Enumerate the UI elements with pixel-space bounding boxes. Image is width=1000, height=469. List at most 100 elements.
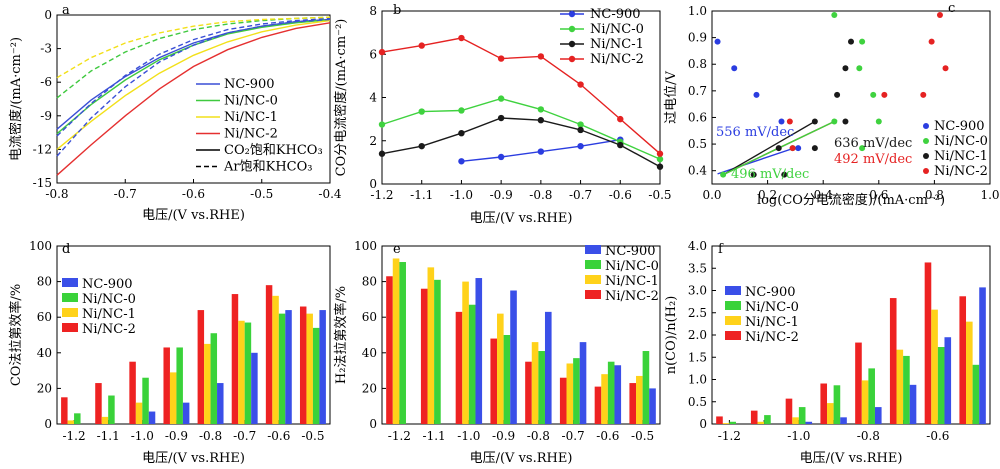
y-tick-label-c: 1.0 <box>688 4 707 18</box>
bar-e <box>468 304 476 424</box>
legend-swatch-f <box>725 301 741 310</box>
data-point-c <box>859 145 866 152</box>
y-tick-label-b: 8 <box>369 4 377 18</box>
data-point-b <box>458 34 465 42</box>
legend-label-d: Ni/NC-2 <box>82 322 136 337</box>
x-tick-label-e: -1.2 <box>388 429 411 443</box>
bar-e <box>399 262 406 424</box>
data-point-b <box>656 155 664 163</box>
bar-f <box>931 309 938 424</box>
y-tick-label-e: 20 <box>362 381 377 395</box>
x-tick-label-b: -1.2 <box>370 188 393 202</box>
bar-e <box>559 377 567 424</box>
y-tick-label-f: 2.0 <box>688 328 707 342</box>
y-tick-label-e: 40 <box>362 346 377 360</box>
y-axis-title-e: H₂法拉第效率/% <box>333 286 349 384</box>
legend-label-c: Ni/NC-1 <box>934 149 988 164</box>
series-line-a-3 <box>56 22 331 176</box>
bar-d <box>74 413 81 424</box>
data-point-c <box>942 65 949 72</box>
data-point-b <box>458 129 465 137</box>
x-tick-label-d: -0.6 <box>267 429 290 443</box>
y-tick-label-f: 1.0 <box>688 373 707 387</box>
bar-f <box>716 416 723 424</box>
legend-label-a: NC-900 <box>224 77 275 92</box>
bar-f <box>792 417 799 424</box>
bar-f <box>757 421 765 424</box>
series-line-b-3 <box>381 37 661 155</box>
x-tick-label-f: -0.6 <box>926 429 949 443</box>
legend-label-c: NC-900 <box>934 119 985 134</box>
legend-label-a: CO₂饱和KHCO₃ <box>224 143 323 158</box>
legend-label-a: Ni/NC-0 <box>224 94 278 109</box>
x-tick-label-a: -0.7 <box>114 187 137 201</box>
series-line-a-4 <box>56 17 331 137</box>
data-point-c <box>831 11 838 18</box>
y-tick-label-c: 0.8 <box>688 57 707 71</box>
bar-e <box>649 388 656 424</box>
legend-marker-c <box>923 138 929 144</box>
bar-e <box>579 342 587 424</box>
x-tick-label-b: -0.8 <box>529 188 552 202</box>
data-point-c <box>795 145 802 152</box>
data-point-b <box>497 114 505 122</box>
legend-label-f: Ni/NC-1 <box>745 315 799 330</box>
y-tick-label-f: 3.5 <box>688 261 707 275</box>
data-point-b <box>418 108 425 115</box>
bar-f <box>944 337 952 424</box>
bar-d <box>129 361 136 424</box>
data-point-b <box>418 142 425 150</box>
data-point-c <box>928 38 935 45</box>
fit-label-c: 496 mV/dec <box>731 167 809 182</box>
series-line-a-2 <box>56 19 331 150</box>
bar-f <box>868 368 875 424</box>
y-tick-label-c: 0.7 <box>688 84 707 98</box>
x-tick-label-c: 0.0 <box>702 188 721 202</box>
data-point-b <box>577 126 584 134</box>
data-point-b <box>458 107 465 114</box>
y-tick-label-e: 100 <box>354 239 377 253</box>
bar-e <box>601 374 608 424</box>
data-point-c <box>870 91 877 98</box>
legend-label-e: Ni/NC-0 <box>605 259 659 274</box>
bar-d <box>244 322 252 424</box>
bar-e <box>594 386 602 424</box>
bar-f <box>889 298 897 424</box>
data-point-b <box>577 121 584 128</box>
legend-label-f: NC-900 <box>745 285 796 300</box>
bar-e <box>544 311 552 424</box>
data-point-c <box>781 171 788 178</box>
data-point-b <box>497 95 505 102</box>
bar-e <box>525 361 532 424</box>
x-tick-label-a: -0.8 <box>45 187 68 201</box>
plot-frame-c <box>711 10 991 185</box>
legend-marker-b <box>568 10 576 18</box>
x-axis-title-b: 电压/(V vs.RHE) <box>470 211 573 226</box>
y-tick-label-f: 0 <box>699 417 707 431</box>
data-point-b <box>537 117 545 124</box>
y-axis-title-d: CO法拉第效率/% <box>8 284 24 386</box>
y-axis-title-f: n(CO)/n(H₂) <box>664 296 679 375</box>
bar-f <box>764 415 771 424</box>
bar-d <box>148 411 156 424</box>
bar-d <box>108 395 115 424</box>
y-tick-label-a: -9 <box>40 109 52 123</box>
x-tick-label-c: 0.6 <box>869 188 888 202</box>
bar-d <box>251 352 258 424</box>
legend-swatch-e <box>585 275 601 284</box>
bar-d <box>204 343 211 424</box>
x-tick-label-c: 1.0 <box>980 188 999 202</box>
data-point-c <box>811 145 818 152</box>
legend-swatch-f <box>725 316 741 325</box>
legend-swatch-d <box>62 323 78 332</box>
x-tick-label-e: -0.6 <box>596 429 619 443</box>
fit-label-c: 556 mV/dec <box>716 125 794 140</box>
fit-label-c: 636 mV/dec <box>834 136 912 151</box>
legend-label-a: Ni/NC-2 <box>224 127 278 142</box>
legend-swatch-d <box>62 278 78 287</box>
legend-marker-c <box>923 153 929 159</box>
bar-d <box>306 313 313 424</box>
x-tick-label-d: -1.1 <box>97 429 120 443</box>
data-point-b <box>617 141 624 149</box>
legend-label-c: Ni/NC-2 <box>934 164 988 179</box>
